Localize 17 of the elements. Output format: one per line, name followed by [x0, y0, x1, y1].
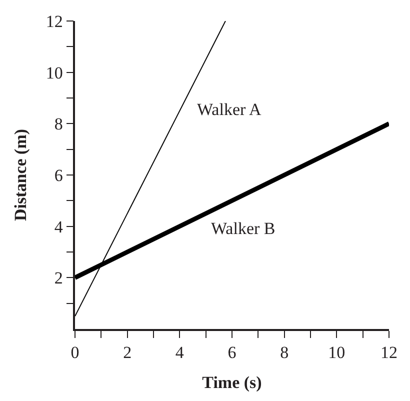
series-label: Walker A	[197, 100, 262, 119]
x-tick-label: 6	[228, 343, 236, 362]
x-tick-label: 0	[70, 343, 80, 362]
x-tick-label: 8	[280, 343, 289, 362]
x-tick-label: 4	[175, 343, 184, 362]
x-tick-label: 12	[380, 343, 398, 362]
x-tick-label: 2	[123, 343, 132, 362]
x-axis-title: Time (s)	[202, 373, 262, 392]
y-tick-label: 4	[54, 217, 64, 236]
x-tick-label: 10	[328, 343, 346, 362]
y-tick-label: 6	[54, 166, 63, 185]
y-axis-title: Distance (m)	[10, 128, 30, 222]
series-label: Walker B	[211, 219, 276, 238]
y-tick-label: 12	[46, 12, 63, 31]
y-tick-label: 10	[46, 63, 63, 82]
y-tick-label: 8	[54, 114, 63, 134]
y-tick-label: 2	[54, 268, 63, 288]
